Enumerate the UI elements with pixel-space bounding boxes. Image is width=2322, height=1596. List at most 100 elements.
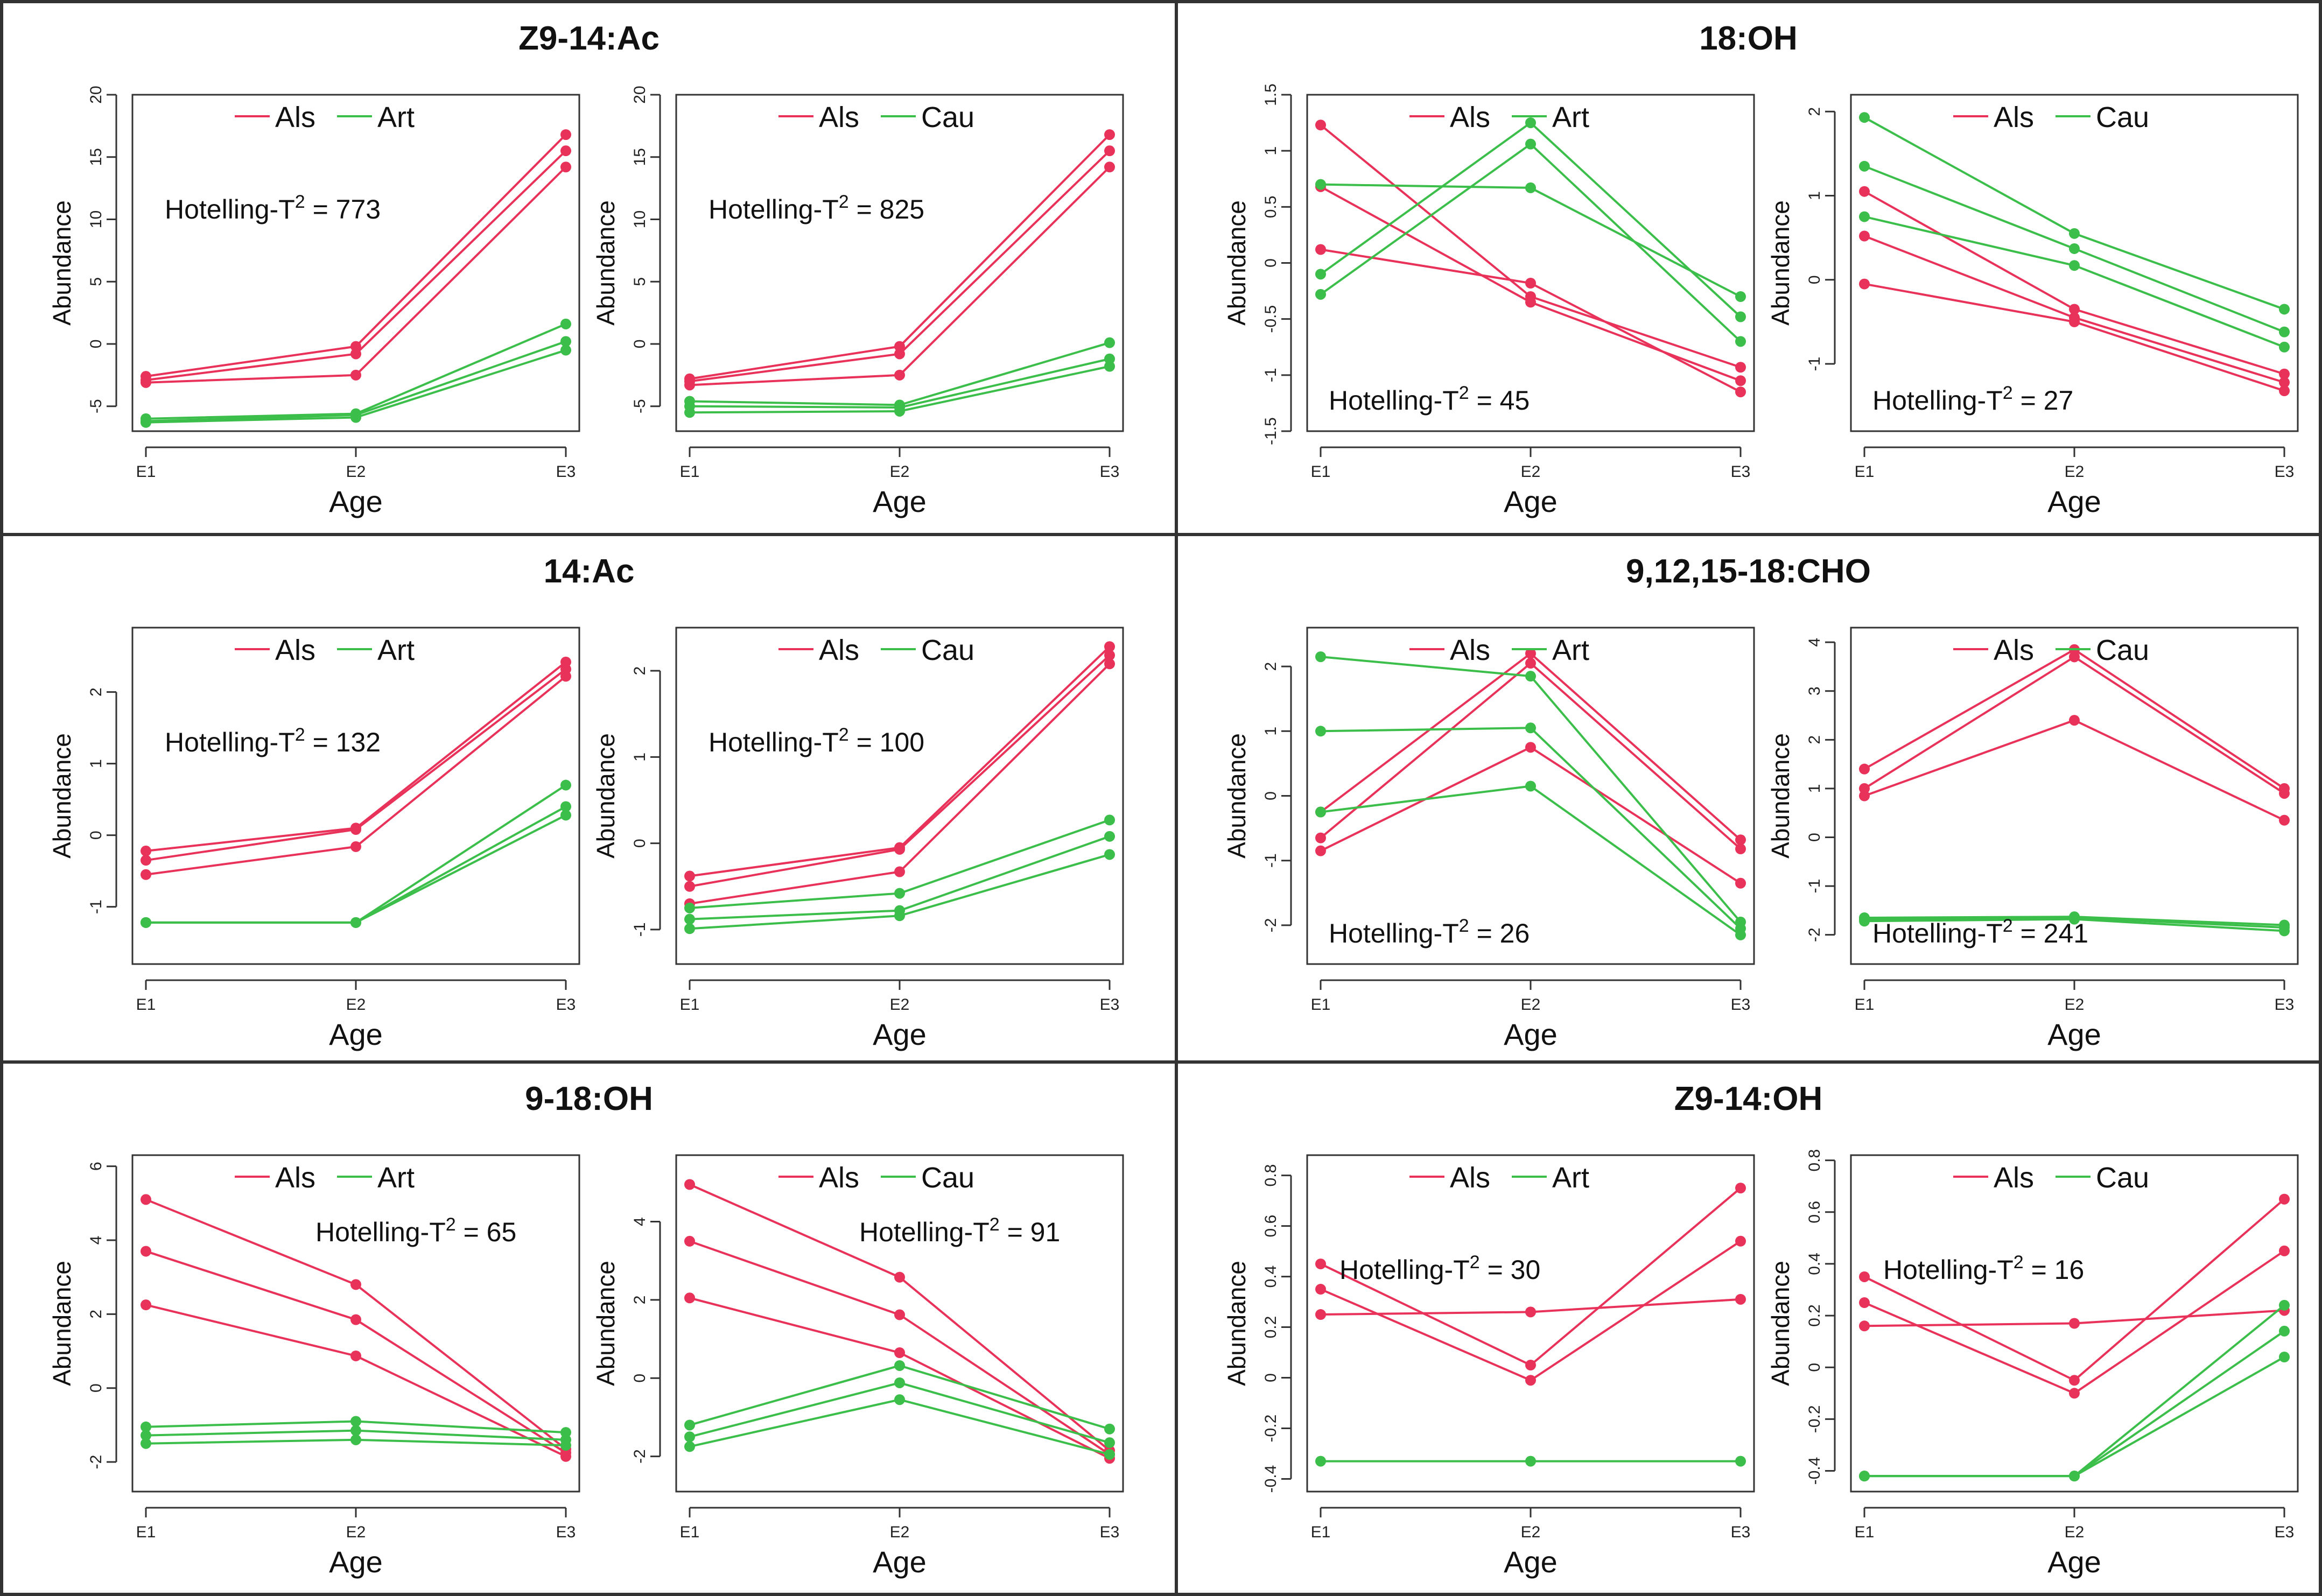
line-plot: -1 0 1 2 Abundance E1 E2 E3 Age Als Cau Hotelling-T…	[1766, 94, 2299, 518]
data-point	[684, 902, 695, 913]
data-point	[2279, 1325, 2290, 1337]
data-point	[1735, 311, 1746, 322]
annotation-prefix: Hotelling-T	[315, 1217, 446, 1247]
data-point	[2279, 385, 2290, 396]
x-axis-label: Age	[2047, 1017, 2101, 1051]
annotation-value: = 132	[305, 727, 381, 757]
data-point	[1525, 671, 1536, 682]
plot-frame	[675, 94, 1124, 432]
data-point	[2069, 1388, 2080, 1399]
line-plot: -5 0 5 10 15 20 Abundance E1 E2 E3 Age Als Cau Hotell…	[592, 86, 1124, 518]
y-tick-label: 0.6	[1262, 1215, 1280, 1238]
x-axis-label: Age	[873, 1545, 927, 1579]
plot-frame	[1306, 94, 1755, 432]
data-point	[350, 1314, 361, 1325]
data-point	[2069, 260, 2080, 271]
hotelling-annotation: Hotelling-T2 = 773	[165, 192, 381, 224]
data-point	[1859, 211, 1870, 222]
data-point	[894, 1271, 905, 1283]
y-axis-label: Abundance	[1766, 733, 1794, 859]
x-tick-label: E2	[346, 463, 366, 481]
plot-frame	[1850, 1154, 2299, 1493]
x-axis-label: Age	[873, 1017, 927, 1051]
x-tick-label: E2	[890, 996, 910, 1014]
y-tick-label: 15	[631, 148, 649, 166]
x-tick-label: E3	[556, 1523, 576, 1541]
line-plot: -5 0 5 10 15 20 Abundance E1 E2 E3 Age Als Art Hotell…	[48, 86, 580, 518]
plot-frame	[675, 1154, 1124, 1493]
annotation-superscript: 2	[839, 725, 849, 745]
annotation-value: = 825	[849, 194, 924, 224]
data-point	[141, 869, 151, 880]
line-plot: -0.4 -0.2 0 0.2 0.4 0.6 0.8 Abundance E1 E2 E3 Age A…	[1223, 1154, 1755, 1579]
legend-label: Cau	[2096, 101, 2149, 133]
y-axis-label: Abundance	[592, 733, 620, 859]
data-point	[1859, 230, 1870, 242]
data-point	[1104, 1423, 1115, 1435]
y-tick-label: -1	[1262, 853, 1280, 868]
data-point	[1735, 291, 1746, 302]
data-point	[1315, 269, 1326, 280]
data-point	[141, 1421, 151, 1432]
y-tick-label: -2	[1262, 918, 1280, 933]
x-tick-label: E1	[1311, 1523, 1331, 1541]
y-tick-label: 5	[87, 277, 105, 286]
y-tick-label: 0.5	[1262, 195, 1280, 218]
data-point	[350, 412, 361, 423]
annotation-prefix: Hotelling-T	[708, 727, 839, 757]
data-point	[350, 1416, 361, 1427]
data-point	[2279, 377, 2290, 388]
y-tick-label: 1	[87, 759, 105, 768]
plot-frame	[675, 627, 1124, 965]
data-point	[350, 841, 361, 852]
data-point	[1104, 650, 1115, 661]
annotation-superscript: 2	[2003, 916, 2013, 936]
data-point	[894, 1360, 905, 1371]
data-point	[1859, 1320, 1870, 1332]
annotation-prefix: Hotelling-T	[1339, 1255, 1470, 1285]
x-tick-label: E3	[2275, 463, 2295, 481]
plot-frame	[1306, 1154, 1755, 1493]
data-point	[350, 1279, 361, 1290]
legend: Als Art	[1409, 634, 1589, 666]
legend: Als Cau	[1953, 1162, 2149, 1194]
annotation-value: = 16	[2024, 1255, 2085, 1285]
y-tick-label: 0	[1806, 275, 1823, 284]
data-point	[1315, 651, 1326, 663]
data-point	[560, 145, 571, 157]
hotelling-annotation: Hotelling-T2 = 45	[1329, 383, 1530, 416]
x-tick-label: E3	[1100, 463, 1120, 481]
annotation-value: = 30	[1480, 1255, 1541, 1285]
y-tick-label: -5	[631, 399, 649, 413]
data-point	[350, 917, 361, 928]
data-point	[1315, 1284, 1326, 1295]
y-tick-label: 1	[631, 753, 649, 762]
data-point	[350, 824, 361, 835]
legend-label: Als	[1994, 101, 2034, 133]
data-point	[350, 369, 361, 381]
data-point	[1735, 929, 1746, 940]
x-tick-label: E1	[680, 463, 700, 481]
data-point	[1525, 278, 1536, 289]
x-axis-label: Age	[2047, 484, 2101, 518]
data-point	[1104, 361, 1115, 372]
panel-title: 9,12,15-18:CHO	[1626, 553, 1871, 590]
data-point	[1525, 658, 1536, 669]
data-point	[141, 377, 151, 388]
panel-title: 9-18:OH	[525, 1080, 653, 1117]
data-point	[1104, 814, 1115, 826]
data-point	[560, 1440, 571, 1451]
legend-label: Art	[1552, 1162, 1589, 1194]
plot-frame	[131, 1154, 580, 1493]
y-axis-label: Abundance	[1223, 200, 1251, 326]
annotation-superscript: 2	[839, 192, 849, 212]
legend-label: Art	[377, 101, 415, 133]
data-point	[1859, 160, 1870, 172]
annotation-value: = 91	[1000, 1217, 1061, 1247]
line-plot: -2 -1 0 1 2 Abundance E1 E2 E3 Age Als Art Hotelling…	[1223, 627, 1755, 1051]
data-point	[684, 1431, 695, 1443]
y-tick-label: 0.2	[1262, 1316, 1280, 1339]
panel-title: Z9-14:OH	[1674, 1080, 1823, 1117]
y-tick-label: -0.4	[1262, 1465, 1280, 1493]
x-tick-label: E1	[680, 1523, 700, 1541]
